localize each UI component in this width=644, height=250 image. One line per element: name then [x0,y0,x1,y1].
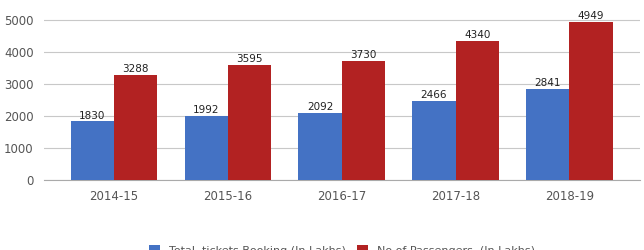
Bar [412,101,455,180]
Bar [342,61,385,180]
Text: 2466: 2466 [421,90,447,100]
Bar [71,122,114,180]
Text: 3730: 3730 [350,50,377,60]
Text: 4949: 4949 [578,11,604,21]
Bar [569,22,612,180]
Text: 3595: 3595 [236,54,263,64]
Text: 2092: 2092 [307,102,333,112]
Text: 1830: 1830 [79,110,106,120]
Bar [455,41,499,180]
Bar [526,89,569,180]
Bar [185,116,228,180]
Bar [228,65,271,180]
Text: 4340: 4340 [464,30,490,40]
Text: 1992: 1992 [193,105,220,115]
Legend: Total  tickets Booking (In Lakhs), No of Passengers  (In Lakhs): Total tickets Booking (In Lakhs), No of … [146,242,538,250]
Text: 3288: 3288 [122,64,149,74]
Bar [114,75,157,180]
Bar [298,113,342,180]
Text: 2841: 2841 [535,78,561,88]
